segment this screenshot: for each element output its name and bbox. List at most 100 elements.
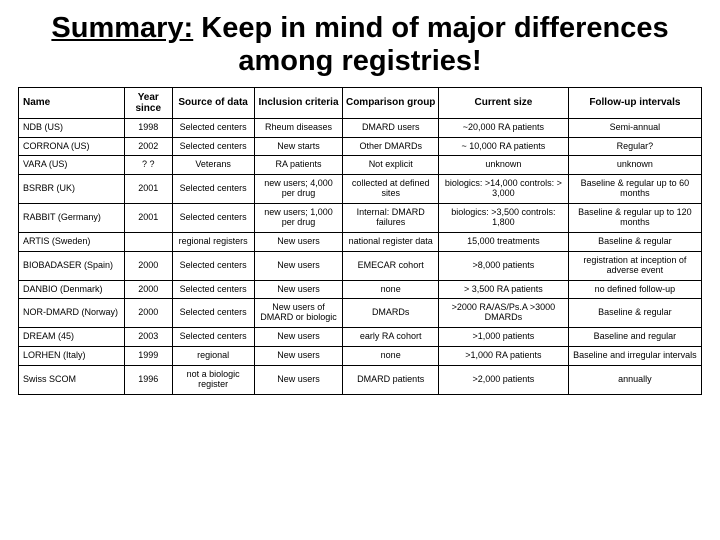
- cell-source: Selected centers: [172, 204, 254, 233]
- cell-inclusion: new users; 1,000 per drug: [254, 204, 343, 233]
- cell-follow: Baseline & regular: [568, 232, 701, 251]
- cell-year: 2000: [124, 280, 172, 299]
- cell-name: CORRONA (US): [19, 137, 125, 156]
- cell-name: BIOBADASER (Spain): [19, 251, 125, 280]
- cell-follow: Regular?: [568, 137, 701, 156]
- cell-size: biologics: >14,000 controls: > 3,000: [439, 175, 569, 204]
- cell-name: NOR-DMARD (Norway): [19, 299, 125, 328]
- cell-comparison: DMARD patients: [343, 366, 439, 395]
- cell-size: 15,000 treatments: [439, 232, 569, 251]
- cell-inclusion: New users: [254, 280, 343, 299]
- cell-size: >8,000 patients: [439, 251, 569, 280]
- cell-source: Selected centers: [172, 280, 254, 299]
- cell-comparison: EMECAR cohort: [343, 251, 439, 280]
- cell-year: 1998: [124, 118, 172, 137]
- cell-source: Selected centers: [172, 118, 254, 137]
- cell-comparison: DMARD users: [343, 118, 439, 137]
- registry-table: Name Year since Source of data Inclusion…: [18, 87, 702, 395]
- cell-follow: no defined follow-up: [568, 280, 701, 299]
- cell-name: Swiss SCOM: [19, 366, 125, 395]
- cell-source: Selected centers: [172, 137, 254, 156]
- cell-size: >1,000 RA patients: [439, 347, 569, 366]
- title-rest: Keep in mind of major differences among …: [193, 12, 668, 77]
- cell-name: BSRBR (UK): [19, 175, 125, 204]
- col-follow: Follow-up intervals: [568, 87, 701, 118]
- cell-comparison: DMARDs: [343, 299, 439, 328]
- table-row: RABBIT (Germany)2001Selected centersnew …: [19, 204, 702, 233]
- col-incl: Inclusion criteria: [254, 87, 343, 118]
- cell-name: LORHEN (Italy): [19, 347, 125, 366]
- table-head: Name Year since Source of data Inclusion…: [19, 87, 702, 118]
- cell-comparison: none: [343, 347, 439, 366]
- cell-source: regional: [172, 347, 254, 366]
- cell-size: >1,000 patients: [439, 328, 569, 347]
- cell-inclusion: New users: [254, 251, 343, 280]
- cell-follow: unknown: [568, 156, 701, 175]
- cell-name: ARTIS (Sweden): [19, 232, 125, 251]
- table-row: CORRONA (US)2002Selected centersNew star…: [19, 137, 702, 156]
- cell-name: RABBIT (Germany): [19, 204, 125, 233]
- col-comp: Comparison group: [343, 87, 439, 118]
- cell-follow: Baseline & regular up to 60 months: [568, 175, 701, 204]
- table-row: DREAM (45)2003Selected centersNew userse…: [19, 328, 702, 347]
- cell-inclusion: RA patients: [254, 156, 343, 175]
- cell-comparison: Internal: DMARD failures: [343, 204, 439, 233]
- cell-year: 2000: [124, 251, 172, 280]
- cell-year: ? ?: [124, 156, 172, 175]
- cell-follow: Baseline & regular: [568, 299, 701, 328]
- table-row: NDB (US)1998Selected centersRheum diseas…: [19, 118, 702, 137]
- table-row: VARA (US)? ?VeteransRA patientsNot expli…: [19, 156, 702, 175]
- cell-size: ~ 10,000 RA patients: [439, 137, 569, 156]
- cell-size: unknown: [439, 156, 569, 175]
- cell-inclusion: new users; 4,000 per drug: [254, 175, 343, 204]
- cell-inclusion: New users of DMARD or biologic: [254, 299, 343, 328]
- table-row: NOR-DMARD (Norway)2000Selected centersNe…: [19, 299, 702, 328]
- col-size: Current size: [439, 87, 569, 118]
- cell-follow: registration at inception of adverse eve…: [568, 251, 701, 280]
- cell-year: 2003: [124, 328, 172, 347]
- cell-comparison: none: [343, 280, 439, 299]
- cell-name: VARA (US): [19, 156, 125, 175]
- cell-inclusion: New users: [254, 366, 343, 395]
- slide: Summary: Keep in mind of major differenc…: [0, 0, 720, 540]
- col-source: Source of data: [172, 87, 254, 118]
- cell-source: Selected centers: [172, 175, 254, 204]
- table-row: BIOBADASER (Spain)2000Selected centersNe…: [19, 251, 702, 280]
- cell-inclusion: New users: [254, 328, 343, 347]
- col-name: Name: [19, 87, 125, 118]
- cell-inclusion: Rheum diseases: [254, 118, 343, 137]
- cell-follow: annually: [568, 366, 701, 395]
- table-row: ARTIS (Sweden) regional registersNew user…: [19, 232, 702, 251]
- cell-name: DREAM (45): [19, 328, 125, 347]
- cell-source: regional registers: [172, 232, 254, 251]
- col-year: Year since: [124, 87, 172, 118]
- cell-year: 1999: [124, 347, 172, 366]
- cell-follow: Semi-annual: [568, 118, 701, 137]
- cell-year: 2000: [124, 299, 172, 328]
- cell-size: ~20,000 RA patients: [439, 118, 569, 137]
- cell-follow: Baseline and irregular intervals: [568, 347, 701, 366]
- cell-inclusion: New starts: [254, 137, 343, 156]
- cell-comparison: Other DMARDs: [343, 137, 439, 156]
- cell-comparison: Not explicit: [343, 156, 439, 175]
- cell-source: Selected centers: [172, 328, 254, 347]
- table-row: LORHEN (Italy)1999regionalNew usersnone>…: [19, 347, 702, 366]
- cell-source: not a biologic register: [172, 366, 254, 395]
- slide-title: Summary: Keep in mind of major differenc…: [18, 12, 702, 79]
- cell-size: >2,000 patients: [439, 366, 569, 395]
- cell-year: [124, 232, 172, 251]
- cell-size: biologics: >3,500 controls: 1,800: [439, 204, 569, 233]
- title-underlined: Summary:: [51, 12, 193, 44]
- cell-name: DANBIO (Denmark): [19, 280, 125, 299]
- cell-comparison: early RA cohort: [343, 328, 439, 347]
- table-row: Swiss SCOM1996not a biologic registerNew…: [19, 366, 702, 395]
- cell-inclusion: New users: [254, 232, 343, 251]
- cell-source: Veterans: [172, 156, 254, 175]
- cell-name: NDB (US): [19, 118, 125, 137]
- cell-source: Selected centers: [172, 251, 254, 280]
- cell-follow: Baseline and regular: [568, 328, 701, 347]
- cell-year: 2002: [124, 137, 172, 156]
- cell-comparison: national register data: [343, 232, 439, 251]
- cell-year: 2001: [124, 175, 172, 204]
- table-row: BSRBR (UK)2001Selected centersnew users;…: [19, 175, 702, 204]
